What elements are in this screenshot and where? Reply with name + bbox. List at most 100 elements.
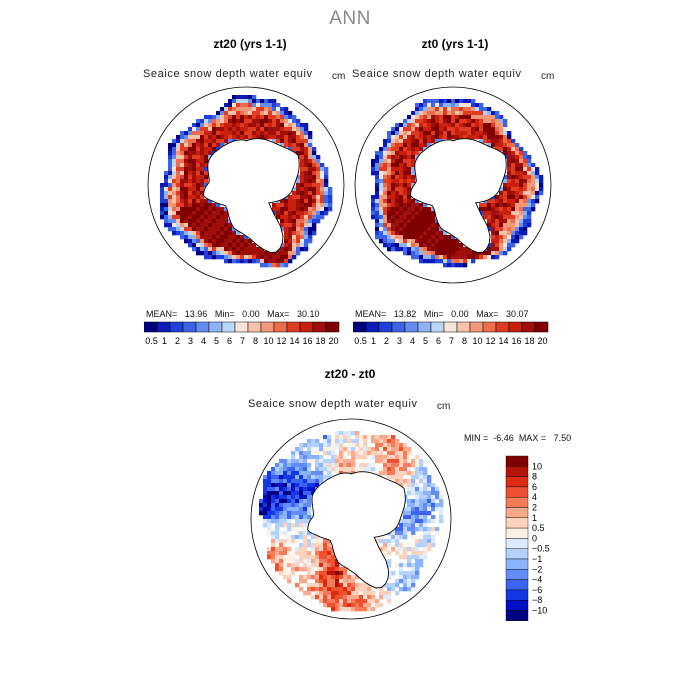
map-cell <box>403 447 408 452</box>
map-cell <box>324 211 329 216</box>
map-cell <box>431 135 436 140</box>
map-cell <box>307 591 312 596</box>
map-cell <box>244 95 249 100</box>
map-cell <box>379 227 384 232</box>
map-cell <box>299 479 304 484</box>
map-cell <box>279 511 284 516</box>
map-cell <box>511 195 516 200</box>
map-cell <box>271 491 276 496</box>
map-cell <box>292 251 297 256</box>
map-cell <box>355 599 360 604</box>
map-cell <box>196 223 201 228</box>
map-cell <box>311 455 316 460</box>
map-cell <box>387 163 392 168</box>
map-cell <box>339 599 344 604</box>
map-cell <box>359 587 364 592</box>
map-cell <box>176 179 181 184</box>
map-cell <box>391 463 396 468</box>
map-cell <box>324 183 329 188</box>
map-cell <box>271 487 276 492</box>
map-cell <box>431 227 436 232</box>
map-cell <box>407 131 412 136</box>
map-cell <box>423 467 428 472</box>
map-cell <box>208 115 213 120</box>
map-cell <box>196 215 201 220</box>
map-cell <box>403 575 408 580</box>
map-cell <box>407 199 412 204</box>
map-cell <box>284 139 289 144</box>
map-cell <box>383 211 388 216</box>
map-cell <box>296 131 301 136</box>
map-cell <box>419 251 424 256</box>
map-cell <box>320 183 325 188</box>
map-cell <box>355 595 360 600</box>
map-cell <box>375 187 380 192</box>
map-cell <box>427 215 432 220</box>
map-cell <box>172 199 177 204</box>
map-cell <box>184 163 189 168</box>
map-cell <box>431 519 436 524</box>
map-cell <box>271 559 276 564</box>
map-cell <box>475 103 480 108</box>
map-cell <box>208 203 213 208</box>
map-cell <box>279 467 284 472</box>
map-cell <box>164 211 169 216</box>
map-cell <box>307 507 312 512</box>
map-cell <box>160 191 165 196</box>
map-cell <box>491 135 496 140</box>
map-cell <box>192 223 197 228</box>
map-cell <box>272 127 277 132</box>
map-cell <box>296 235 301 240</box>
map-cell <box>355 467 360 472</box>
map-cell <box>475 135 480 140</box>
map-cell <box>323 591 328 596</box>
map-cell <box>276 211 281 216</box>
map-cell <box>331 571 336 576</box>
map-cell <box>295 475 300 480</box>
map-cell <box>519 175 524 180</box>
map-cell <box>455 131 460 136</box>
map-cell <box>371 463 376 468</box>
map-cell <box>303 543 308 548</box>
map-cell <box>483 119 488 124</box>
map-cell <box>451 243 456 248</box>
map-cell <box>367 463 372 468</box>
map-cell <box>435 231 440 236</box>
map-cell <box>347 599 352 604</box>
map-cell <box>507 147 512 152</box>
colorbar-swatch <box>534 321 549 333</box>
map-cell <box>407 183 412 188</box>
map-cell <box>304 191 309 196</box>
map-cell <box>347 439 352 444</box>
map-cell <box>320 211 325 216</box>
map-cell <box>324 167 329 172</box>
colorbar-swatch <box>482 321 497 333</box>
map-cell <box>263 495 268 500</box>
map-cell <box>367 595 372 600</box>
map-cell <box>275 471 280 476</box>
map-cell <box>399 227 404 232</box>
map-cell <box>196 235 201 240</box>
map-cell <box>431 247 436 252</box>
map-cell <box>351 575 356 580</box>
map-cell <box>192 195 197 200</box>
map-cell <box>347 447 352 452</box>
map-cell <box>200 139 205 144</box>
map-cell <box>292 243 297 248</box>
map-cell <box>407 227 412 232</box>
map-cell <box>395 127 400 132</box>
map-cell <box>304 143 309 148</box>
map-cell <box>395 579 400 584</box>
map-cell <box>284 211 289 216</box>
map-cell <box>435 111 440 116</box>
map-cell <box>275 479 280 484</box>
map-cell <box>419 147 424 152</box>
map-cell <box>379 183 384 188</box>
map-cell <box>176 151 181 156</box>
map-cell <box>260 131 265 136</box>
map-cell <box>395 219 400 224</box>
map-cell <box>403 547 408 552</box>
map-cell <box>300 183 305 188</box>
map-cell <box>216 235 221 240</box>
map-cell <box>212 247 217 252</box>
